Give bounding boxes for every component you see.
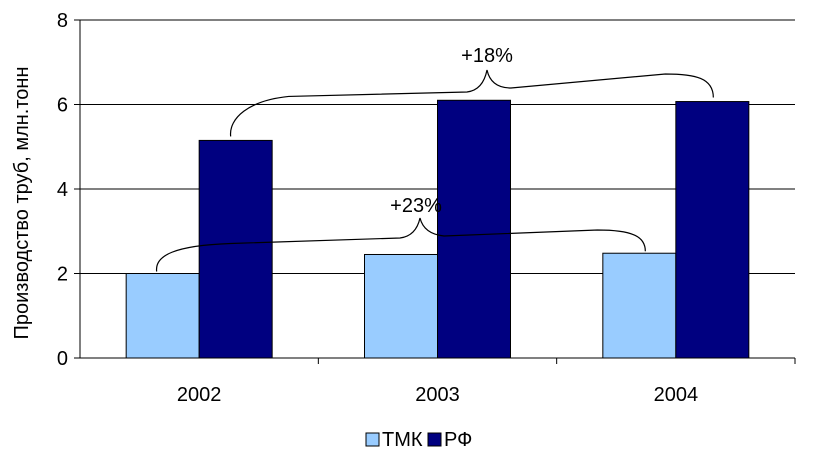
bar-tmk-2002 [125,273,200,359]
y-tick-label: 0 [57,348,68,370]
bar-rf-2003 [437,99,511,359]
y-tick-label: 6 [57,95,68,117]
bars [125,99,750,359]
tmk-growth-brace [156,217,646,272]
x-tick-label: 2004 [654,384,699,406]
annotations: +18% +23% [156,45,714,272]
legend-swatch-rf [427,432,442,447]
y-tick-label: 2 [57,264,68,286]
rf-growth-label: +18% [461,45,513,67]
x-tick-label: 2002 [177,384,222,406]
x-tick-label: 2003 [415,384,460,406]
bar-tmk-2003 [364,253,438,359]
y-tick-label: 8 [57,10,68,32]
y-axis-label: Производство труб, млн.тонн [11,67,33,340]
axes [74,19,796,364]
bar-rf-2004 [675,101,750,359]
y-tick-label: 4 [57,179,68,201]
legend-swatch-tmk [365,432,380,447]
bar-tmk-2004 [602,252,677,359]
legend-label-rf: РФ [444,429,472,451]
bar-rf-2002 [198,139,273,359]
legend-label-tmk: ТМК [382,429,423,451]
legend: ТМК РФ [365,429,472,451]
rf-growth-brace [230,69,714,137]
tmk-growth-label: +23% [390,195,442,217]
tick-labels: 0 2 4 6 8 2002 2003 2004 [57,10,698,406]
